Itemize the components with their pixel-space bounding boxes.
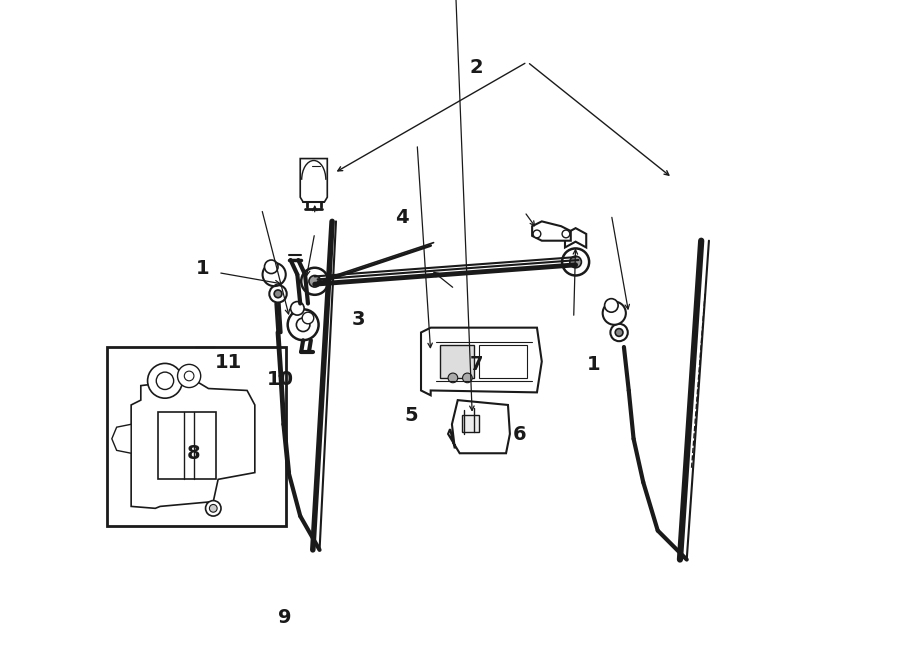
Circle shape xyxy=(302,312,314,324)
Polygon shape xyxy=(532,221,571,241)
Polygon shape xyxy=(565,228,586,247)
Text: 2: 2 xyxy=(469,58,483,77)
Circle shape xyxy=(603,301,625,325)
Circle shape xyxy=(302,268,328,295)
Circle shape xyxy=(533,230,541,238)
Circle shape xyxy=(562,230,570,238)
Circle shape xyxy=(616,329,623,336)
Bar xyxy=(158,412,216,479)
Circle shape xyxy=(291,301,304,315)
Text: 10: 10 xyxy=(267,370,294,389)
Circle shape xyxy=(570,256,581,268)
Circle shape xyxy=(274,290,282,297)
Bar xyxy=(462,414,479,432)
Polygon shape xyxy=(421,328,542,395)
Bar xyxy=(440,345,474,378)
Text: 3: 3 xyxy=(352,310,365,329)
Circle shape xyxy=(265,260,278,274)
Text: 5: 5 xyxy=(404,406,418,424)
Circle shape xyxy=(210,504,217,512)
Circle shape xyxy=(309,276,320,287)
Text: 1: 1 xyxy=(195,258,209,278)
Polygon shape xyxy=(112,424,131,453)
Circle shape xyxy=(177,364,201,387)
Circle shape xyxy=(448,373,458,383)
Circle shape xyxy=(157,372,174,389)
Circle shape xyxy=(205,500,221,516)
Polygon shape xyxy=(301,159,328,202)
Circle shape xyxy=(605,299,618,312)
Circle shape xyxy=(269,285,287,303)
Polygon shape xyxy=(448,400,510,453)
Circle shape xyxy=(184,371,194,381)
Circle shape xyxy=(463,373,473,383)
Text: 11: 11 xyxy=(214,352,242,371)
Bar xyxy=(479,345,527,378)
Bar xyxy=(107,347,285,525)
Circle shape xyxy=(296,318,310,332)
Polygon shape xyxy=(131,383,255,508)
Text: 8: 8 xyxy=(186,444,201,463)
Circle shape xyxy=(610,324,628,341)
Text: 9: 9 xyxy=(278,608,292,627)
Text: 7: 7 xyxy=(469,354,482,373)
Text: 6: 6 xyxy=(513,425,526,444)
Circle shape xyxy=(148,364,183,398)
Circle shape xyxy=(263,263,285,286)
Text: 1: 1 xyxy=(587,354,600,373)
Circle shape xyxy=(288,309,319,340)
Circle shape xyxy=(562,249,590,276)
Text: 4: 4 xyxy=(395,208,409,227)
